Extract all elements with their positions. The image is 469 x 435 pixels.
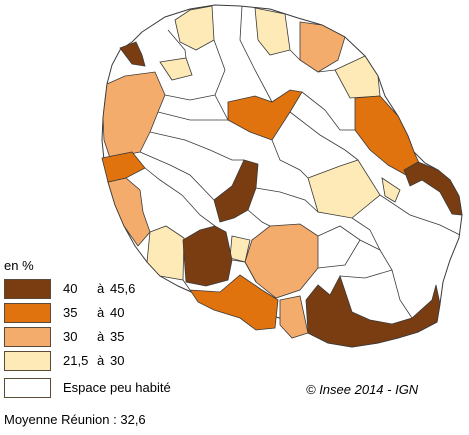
legend-high: 45,6 (110, 281, 136, 296)
legend-sep: à (97, 281, 105, 296)
region-east-tip (403, 161, 463, 216)
legend-uninhabited-label: Espace peu habité (63, 380, 171, 395)
region-north-tip (119, 41, 146, 67)
region-south-coast (279, 295, 309, 339)
legend-swatch (4, 351, 51, 371)
region-west-center (146, 225, 185, 281)
legend-swatch (4, 303, 51, 323)
legend-swatch (4, 327, 51, 347)
legend-low: 40 (63, 281, 78, 296)
legend-low: 21,5 (63, 353, 89, 368)
region-northeast-2 (334, 55, 381, 99)
map-credits: © Insee 2014 - IGN (306, 382, 419, 397)
region-north-2 (254, 7, 291, 56)
legend-high: 40 (110, 305, 125, 320)
legend-low: 30 (63, 329, 78, 344)
commune-boundaries (139, 5, 461, 319)
legend-swatch (4, 378, 51, 398)
legend-high: 30 (110, 353, 125, 368)
legend-sep: à (97, 329, 105, 344)
legend-sep: à (97, 305, 105, 320)
region-west-small (101, 151, 146, 183)
legend-sep: à (97, 353, 105, 368)
legend-unit: en % (4, 258, 34, 273)
region-south-west (189, 274, 279, 331)
region-center-north (227, 89, 303, 141)
region-east-small (381, 177, 401, 203)
legend-low: 35 (63, 305, 78, 320)
legend-high: 35 (110, 329, 125, 344)
legend-swatch (4, 279, 51, 299)
average-value: Moyenne Réunion : 32,6 (4, 412, 146, 427)
region-north-3 (159, 57, 193, 81)
